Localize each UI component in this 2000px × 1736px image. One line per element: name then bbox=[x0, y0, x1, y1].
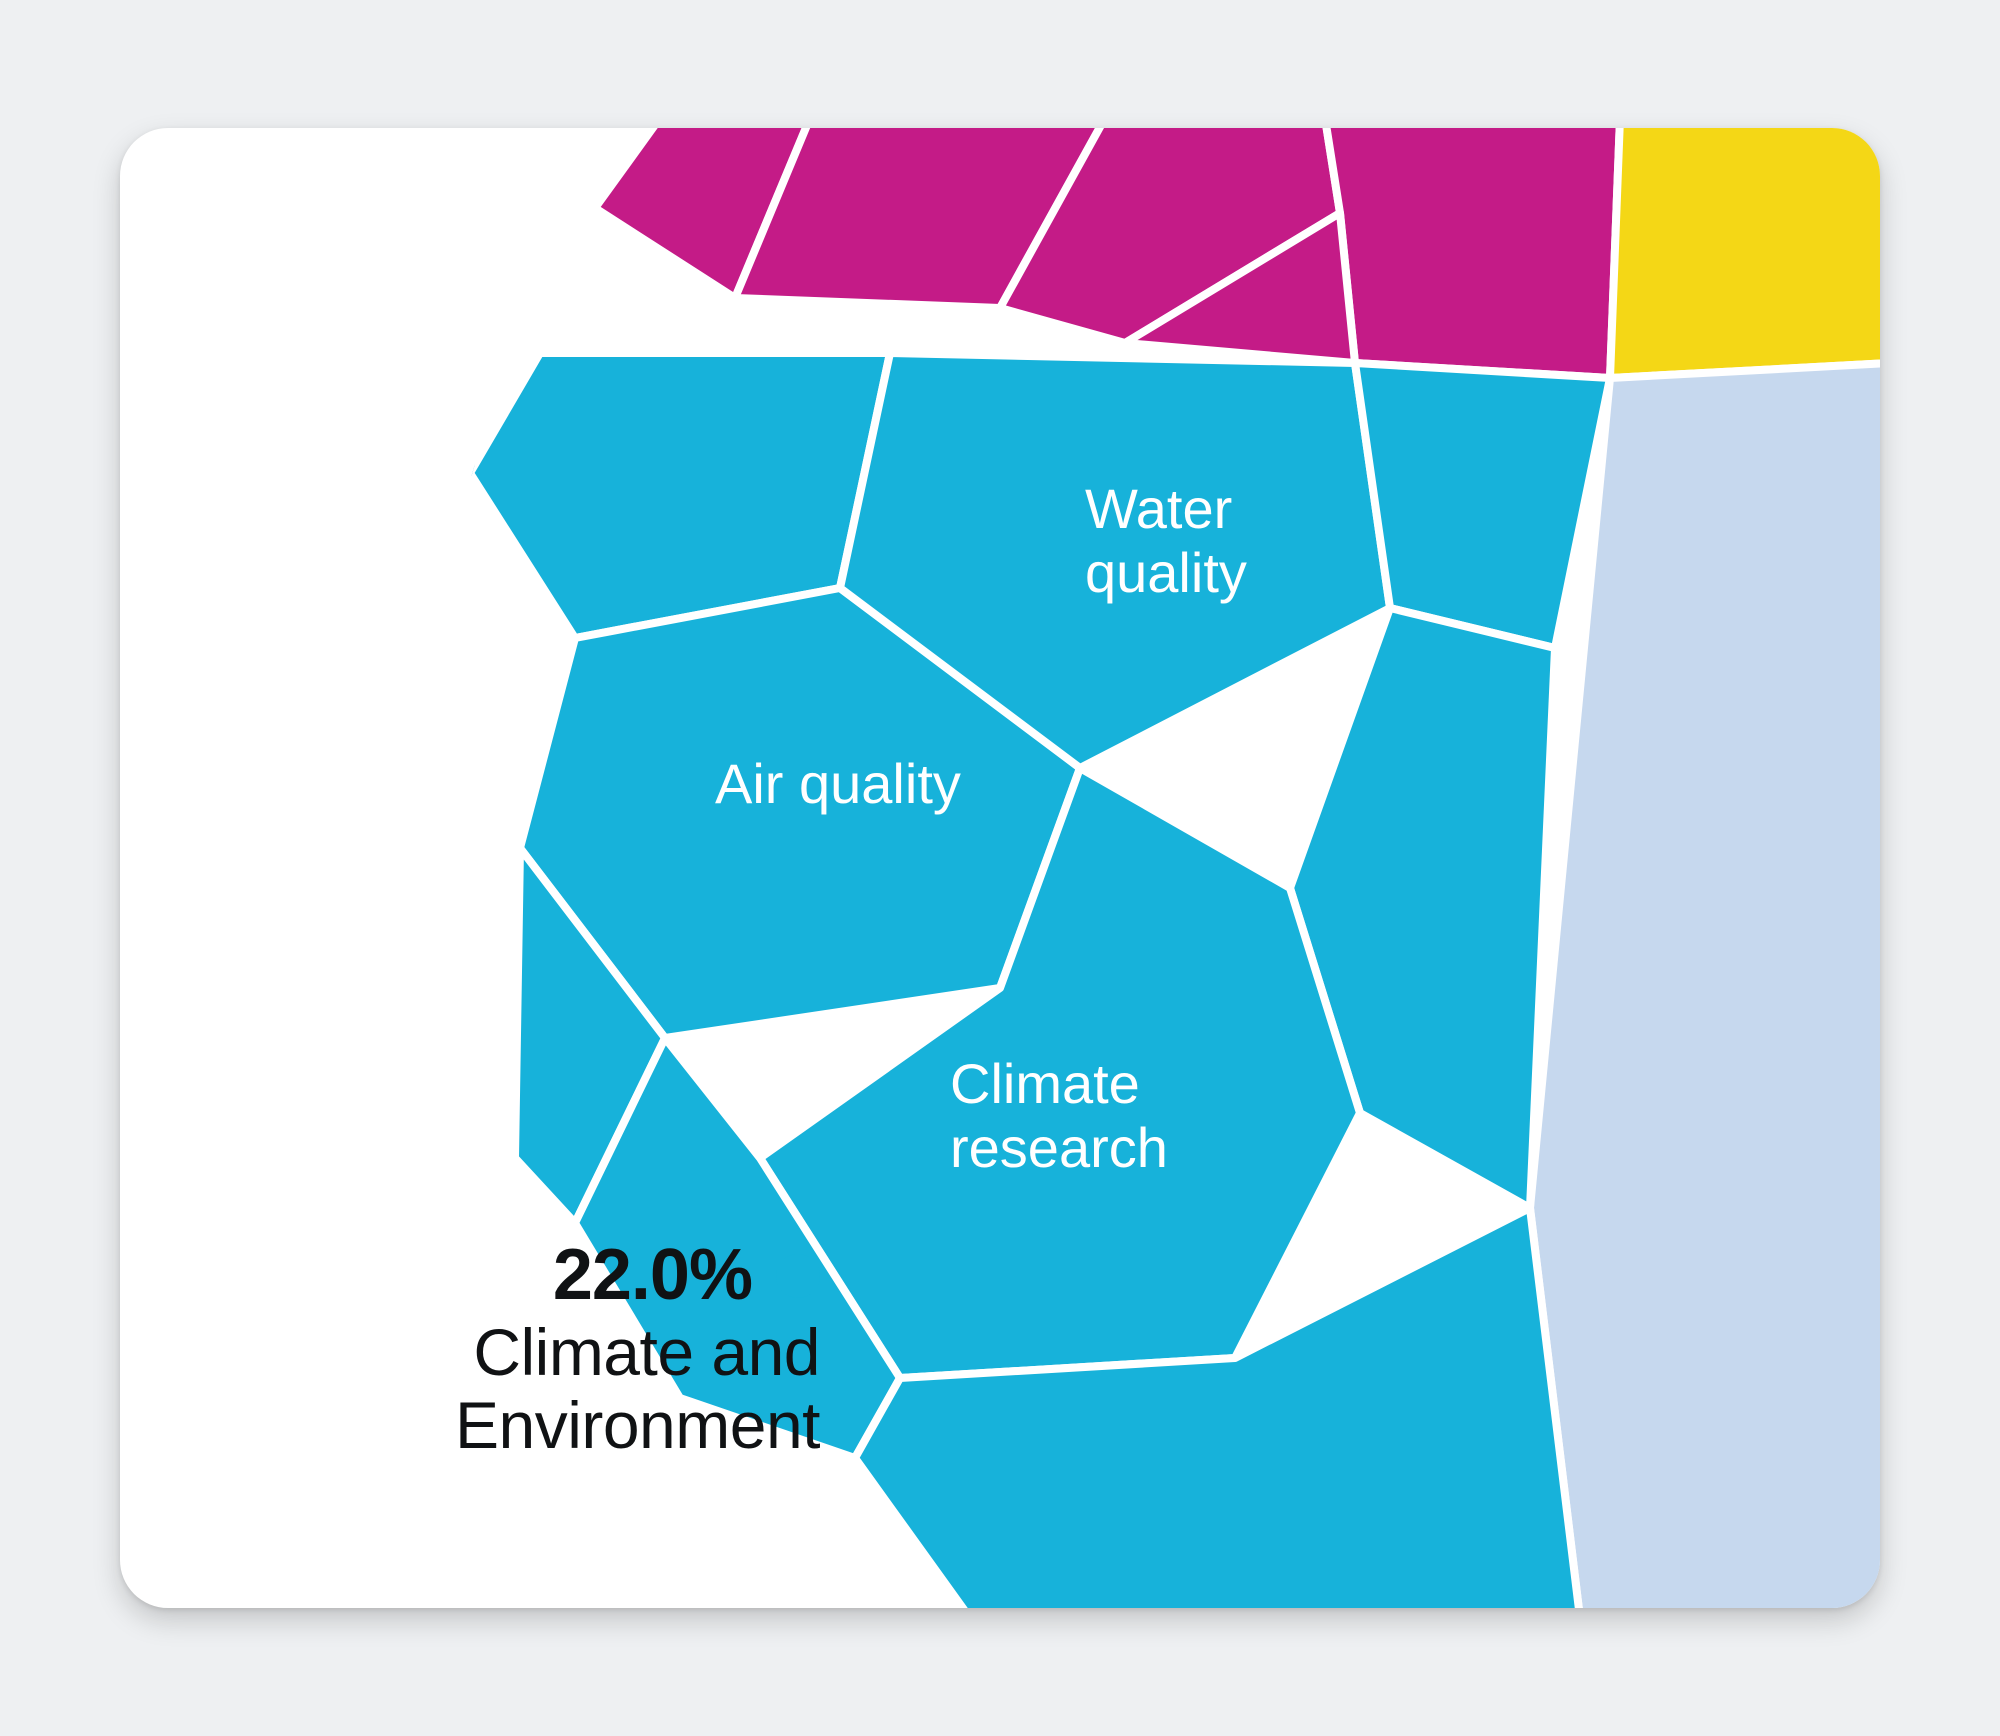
legend: 22.0% Climate and Environment bbox=[300, 1238, 820, 1460]
legend-row: 22.0% bbox=[300, 1238, 820, 1314]
cell-yellow-y1 bbox=[1610, 128, 1880, 378]
cell-label-climate: Climateresearch bbox=[950, 1052, 1168, 1179]
chart-card: Air quality Waterquality Climateresearch 2… bbox=[120, 128, 1880, 1608]
cell-label-air: Air quality bbox=[715, 752, 961, 815]
legend-percent: 22.0% bbox=[553, 1238, 752, 1314]
legend-dot-icon bbox=[776, 1254, 820, 1298]
cell-magenta-m4 bbox=[1325, 128, 1620, 378]
cell-paleblue-p1 bbox=[1530, 363, 1880, 1608]
cell-label-water: Waterquality bbox=[1085, 477, 1247, 604]
stage: Air quality Waterquality Climateresearch 2… bbox=[0, 0, 2000, 1736]
legend-name-line2: Environment bbox=[300, 1391, 820, 1460]
legend-name-line1: Climate and bbox=[300, 1318, 820, 1387]
